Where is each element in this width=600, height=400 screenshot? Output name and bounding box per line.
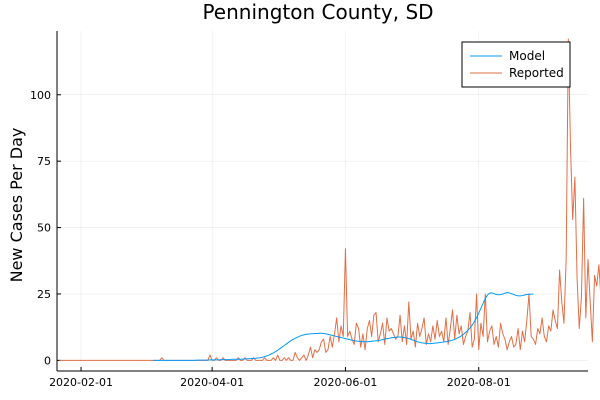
legend: Model Reported	[461, 41, 571, 88]
y-tick-label: 25	[37, 288, 51, 301]
y-tick-label: 50	[37, 222, 51, 235]
y-tick-label: 100	[30, 89, 51, 102]
legend-label-reported: Reported	[509, 66, 564, 80]
tick-labels: 2020-02-01 2020-04-01 2020-06-01 2020-08-01…	[30, 89, 511, 389]
y-tick-label: 75	[37, 155, 51, 168]
chart-title: Pennington County, SD	[202, 0, 433, 24]
x-tick-label: 2020-04-01	[180, 376, 244, 389]
plot-area	[59, 38, 600, 361]
x-tick-label: 2020-02-01	[49, 376, 113, 389]
legend-box	[461, 41, 571, 88]
y-axis-label: New Cases Per Day	[7, 128, 26, 283]
x-tick-label: 2020-08-01	[447, 376, 511, 389]
x-tick-label: 2020-06-01	[313, 376, 377, 389]
series-line-model	[153, 292, 534, 361]
series-line-reported	[59, 38, 600, 361]
y-tick-label: 0	[44, 354, 51, 367]
axes	[56, 31, 588, 372]
legend-label-model: Model	[509, 49, 545, 63]
